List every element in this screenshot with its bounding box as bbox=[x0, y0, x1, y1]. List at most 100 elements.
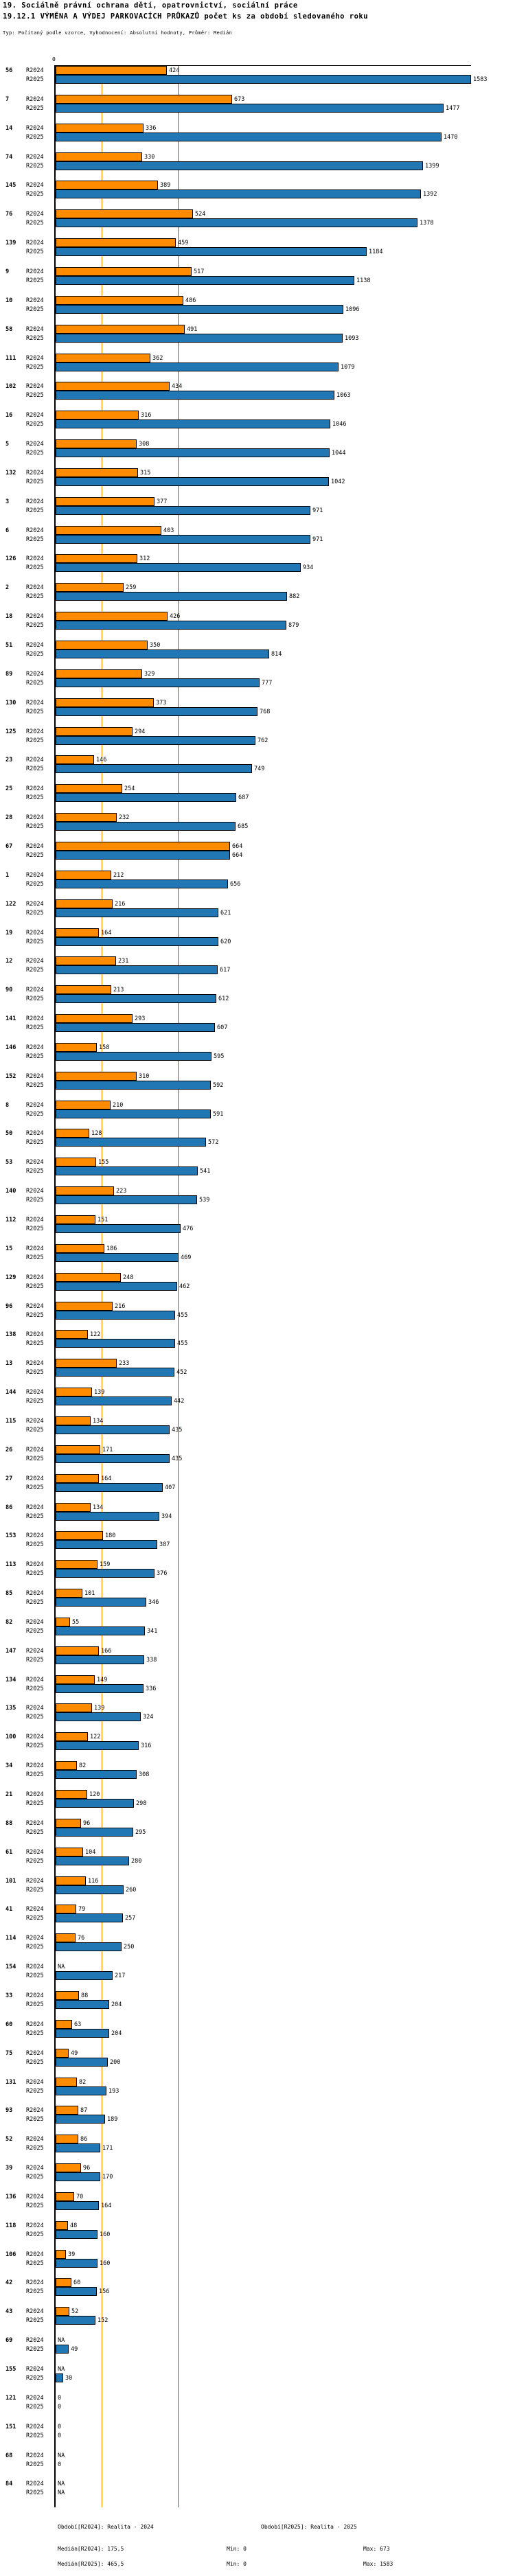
row-id-label: 19 bbox=[5, 930, 13, 936]
row-series-label-r2024: R2024 bbox=[26, 1245, 44, 1252]
bar-r2024-value: 146 bbox=[96, 757, 107, 763]
bar-r2025-value: 204 bbox=[111, 2030, 122, 2037]
bar-r2025-value: NA bbox=[58, 2489, 65, 2496]
row-series-label-r2025: R2025 bbox=[26, 421, 44, 428]
bar-r2024-value: 166 bbox=[101, 1648, 112, 1655]
row-series-label-r2025: R2025 bbox=[26, 939, 44, 945]
bar-r2025 bbox=[56, 391, 334, 400]
bar-r2024 bbox=[56, 1991, 79, 2000]
bar-r2025-value: 1583 bbox=[473, 76, 488, 83]
row-series-label-r2025: R2025 bbox=[26, 163, 44, 170]
bar-r2025-value: 591 bbox=[213, 1111, 224, 1118]
bar-r2025 bbox=[56, 247, 367, 256]
bar-r2024 bbox=[56, 1848, 83, 1856]
row-series-label-r2024: R2024 bbox=[26, 2021, 44, 2028]
bar-r2024 bbox=[56, 296, 183, 305]
bar-r2024 bbox=[56, 842, 230, 851]
row-series-label-r2025: R2025 bbox=[26, 996, 44, 1002]
bar-r2025-value: 1138 bbox=[356, 277, 371, 284]
bar-r2024 bbox=[56, 325, 185, 334]
row-id-label: 130 bbox=[5, 700, 16, 706]
row-id-label: 122 bbox=[5, 901, 16, 908]
bar-r2024-value: 310 bbox=[139, 1073, 150, 1080]
row-series-label-r2024: R2024 bbox=[26, 1648, 44, 1655]
row-id-label: 39 bbox=[5, 2165, 13, 2172]
bar-r2024-value: 104 bbox=[85, 1849, 96, 1856]
bar-r2024 bbox=[56, 1416, 91, 1425]
bar-r2024 bbox=[56, 1014, 133, 1023]
bar-r2025-value: 324 bbox=[143, 1714, 154, 1721]
bar-r2024-value: 434 bbox=[172, 383, 183, 390]
legend-median-r2024: Medián[R2024]: 175,5 bbox=[58, 2546, 124, 2552]
bar-r2024 bbox=[56, 1072, 137, 1081]
bar-r2024-value: 213 bbox=[113, 987, 124, 993]
bar-r2024-value: 336 bbox=[146, 125, 157, 132]
bar-r2025-value: 1079 bbox=[341, 364, 355, 371]
row-series-label-r2025: R2025 bbox=[26, 2489, 44, 2496]
row-series-label-r2024: R2024 bbox=[26, 326, 44, 333]
row-series-label-r2025: R2025 bbox=[26, 1456, 44, 1462]
bar-r2024 bbox=[56, 985, 111, 994]
bar-r2025-value: 539 bbox=[199, 1197, 210, 1204]
bar-r2024 bbox=[56, 1703, 92, 1712]
row-id-label: 53 bbox=[5, 1159, 13, 1166]
bar-r2024 bbox=[56, 1618, 70, 1626]
row-id-label: 139 bbox=[5, 240, 16, 246]
row-series-label-r2025: R2025 bbox=[26, 1427, 44, 1434]
row-id-label: 41 bbox=[5, 1906, 13, 1913]
legend-min-r2025: Min: 0 bbox=[227, 2561, 247, 2567]
bar-r2025-value: 189 bbox=[107, 2116, 118, 2123]
row-series-label-r2024: R2024 bbox=[26, 1475, 44, 1482]
bar-r2025-value: 617 bbox=[220, 967, 231, 974]
bar-r2024 bbox=[56, 1531, 103, 1540]
chart-subtitle: 19.12.1 VÝMĚNA A VÝDEJ PARKOVACÍCH PRŮKA… bbox=[3, 12, 369, 21]
row-series-label-r2025: R2025 bbox=[26, 1168, 44, 1175]
bar-r2024-value: 49 bbox=[71, 2050, 78, 2057]
bar-r2025 bbox=[56, 851, 230, 860]
row-series-label-r2024: R2024 bbox=[26, 1159, 44, 1166]
row-series-label-r2024: R2024 bbox=[26, 441, 44, 448]
bar-r2025-value: 338 bbox=[146, 1657, 157, 1664]
bar-r2024 bbox=[56, 1646, 99, 1655]
row-series-label-r2024: R2024 bbox=[26, 125, 44, 132]
bar-r2024 bbox=[56, 411, 139, 419]
bar-r2025-value: 621 bbox=[220, 910, 231, 917]
bar-r2025-value: 204 bbox=[111, 2001, 122, 2008]
row-series-label-r2024: R2024 bbox=[26, 814, 44, 821]
bar-r2024-value: 389 bbox=[160, 182, 171, 189]
bar-r2024-value: 491 bbox=[187, 326, 198, 333]
bar-r2024-value: 212 bbox=[113, 872, 124, 879]
row-id-label: 115 bbox=[5, 1418, 16, 1425]
row-id-label: 84 bbox=[5, 2481, 13, 2487]
bar-r2025 bbox=[56, 736, 255, 745]
bar-r2024-value: 329 bbox=[144, 671, 155, 678]
row-id-label: 21 bbox=[5, 1791, 13, 1798]
bar-r2025 bbox=[56, 1052, 211, 1061]
row-series-label-r2024: R2024 bbox=[26, 1188, 44, 1195]
row-series-label-r2025: R2025 bbox=[26, 1541, 44, 1548]
bar-r2025-value: 768 bbox=[260, 709, 271, 715]
row-series-label-r2025: R2025 bbox=[26, 1944, 44, 1951]
row-id-label: 23 bbox=[5, 757, 13, 763]
bar-r2024-value: 664 bbox=[232, 843, 243, 850]
bar-r2024-value: 377 bbox=[157, 498, 168, 505]
row-series-label-r2025: R2025 bbox=[26, 1398, 44, 1405]
bar-r2024-value: 88 bbox=[81, 1992, 89, 1999]
bar-r2025 bbox=[56, 2143, 100, 2152]
bar-r2024-value: 330 bbox=[144, 154, 155, 161]
row-series-label-r2024: R2024 bbox=[26, 1447, 44, 1453]
bar-r2024 bbox=[56, 641, 148, 649]
row-series-label-r2024: R2024 bbox=[26, 671, 44, 678]
row-series-label-r2025: R2025 bbox=[26, 450, 44, 457]
bar-r2025 bbox=[56, 1368, 174, 1377]
bar-r2024-value: 39 bbox=[68, 2251, 76, 2258]
bar-r2025 bbox=[56, 506, 310, 515]
row-series-label-r2024: R2024 bbox=[26, 642, 44, 649]
row-series-label-r2025: R2025 bbox=[26, 1743, 44, 1749]
bar-r2024-value: 294 bbox=[135, 728, 146, 735]
row-series-label-r2025: R2025 bbox=[26, 2231, 44, 2238]
bar-r2024 bbox=[56, 1933, 76, 1942]
row-id-label: 28 bbox=[5, 814, 13, 821]
legend-max-r2024: Max: 673 bbox=[363, 2546, 390, 2552]
bar-r2025-value: 1063 bbox=[336, 392, 351, 399]
